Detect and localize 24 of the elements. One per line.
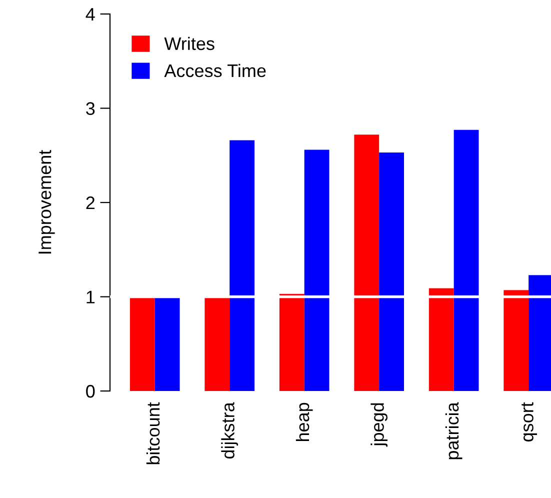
y-tick-label: 4 bbox=[86, 8, 95, 21]
x-tick-label: jpegd bbox=[370, 403, 388, 447]
y-tick-label: 1 bbox=[86, 290, 95, 304]
y-axis-title: Improvement bbox=[38, 150, 55, 254]
bar bbox=[354, 134, 380, 391]
x-tick-label: bitcount bbox=[146, 402, 160, 464]
y-tick-label: 3 bbox=[86, 102, 95, 115]
bar bbox=[154, 296, 180, 391]
x-tick-label: qsort bbox=[522, 402, 537, 442]
bar bbox=[379, 152, 404, 391]
x-tick-label: patricia bbox=[445, 402, 462, 460]
bar bbox=[454, 130, 479, 391]
y-tick-label: 0 bbox=[86, 384, 95, 398]
legend-label: Writes bbox=[164, 36, 214, 50]
bar bbox=[130, 296, 155, 391]
bar bbox=[279, 294, 304, 391]
bar bbox=[204, 296, 230, 391]
bar bbox=[428, 288, 454, 391]
bar bbox=[304, 150, 330, 391]
x-tick-label: heap bbox=[296, 402, 313, 442]
legend-label: Access Time bbox=[164, 64, 266, 78]
bar bbox=[230, 140, 255, 391]
y-tick-label: 2 bbox=[86, 196, 95, 210]
x-tick-label: dijkstra bbox=[221, 402, 238, 459]
